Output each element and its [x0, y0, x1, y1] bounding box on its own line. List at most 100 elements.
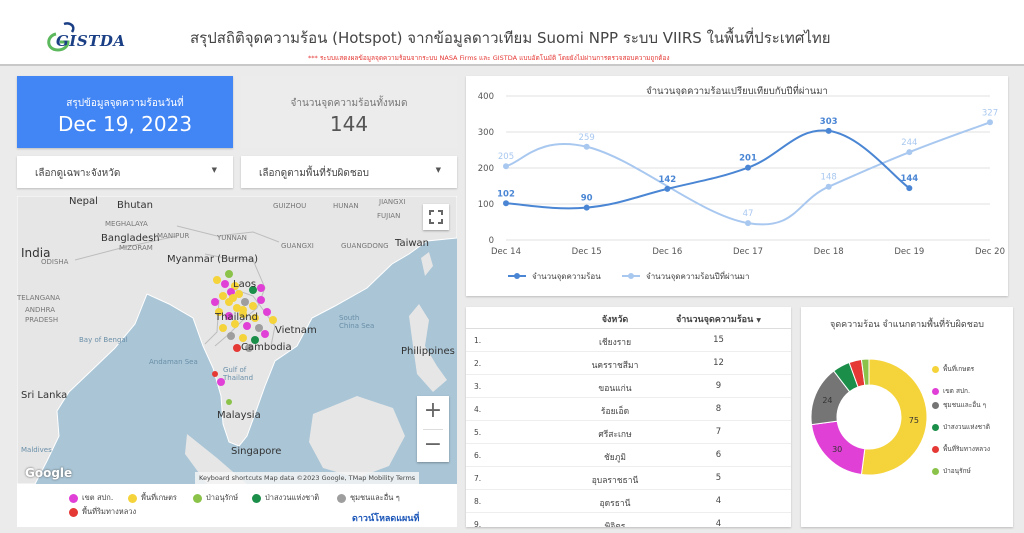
page-subtitle: *** ระบบแสดงผลข้อมูลจุดความร้อนจากระบบ N… — [308, 54, 670, 62]
series-point — [745, 164, 751, 171]
x-tick-label: Dec 19 — [894, 247, 924, 257]
map-label-pradesh: PRADESH — [25, 316, 59, 324]
legend-dot — [337, 493, 346, 503]
series-point — [906, 149, 913, 156]
table-row[interactable]: 9. พิจิตร 4 — [466, 513, 791, 527]
map-label-india: India — [21, 246, 51, 260]
column-header-province[interactable]: จังหวัด — [601, 315, 629, 325]
series-point — [825, 127, 832, 134]
donut-legend-item: พื้นที่เกษตร — [932, 365, 1002, 374]
map-label-myanmar: Myanmar (Burma) — [167, 254, 258, 265]
summary-date-card[interactable]: สรุปข้อมูลจุดความร้อนวันที่ Dec 19, 2023 — [17, 76, 233, 148]
legend-item: พื้นที่เกษตร — [128, 492, 177, 504]
line-chart-card: จำนวนจุดความร้อนเปรียบเทียบกับปีที่ผ่านม… — [466, 76, 1008, 296]
series-point — [825, 183, 832, 190]
row-count: 7 — [715, 427, 722, 437]
series-point — [906, 185, 913, 192]
legend-item: พื้นที่ริมทางหลวง — [69, 506, 136, 518]
legend-label: จำนวนจุดความร้อน — [532, 272, 601, 281]
table-row[interactable]: 3. ขอนแก่น 9 — [466, 375, 791, 398]
x-tick-label: Dec 14 — [491, 247, 521, 257]
series-point — [583, 143, 590, 150]
map-label-srilanka: Sri Lanka — [21, 390, 68, 401]
area-filter-dropdown[interactable]: เลือกดูตามพื้นที่รับผิดชอบ ▼ — [241, 156, 457, 188]
data-label: 259 — [579, 133, 595, 143]
map-label-taiwan: Taiwan — [395, 238, 430, 249]
map-label-philippines: Philippines — [401, 346, 455, 357]
legend-dot — [932, 468, 939, 475]
hotspot-points — [211, 270, 277, 405]
y-tick-label: 400 — [478, 92, 494, 102]
legend-marker — [628, 273, 634, 279]
chevron-down-icon: ▼ — [211, 166, 217, 174]
legend-dot — [932, 446, 939, 453]
legend-dot — [69, 507, 78, 517]
legend-label: พื้นที่เกษตร — [141, 493, 177, 502]
series-point — [503, 200, 509, 207]
data-label: 148 — [821, 173, 837, 183]
legend-marker — [514, 273, 520, 279]
map-label-yunnan: YUNNAN — [217, 234, 247, 242]
data-label: 47 — [743, 209, 754, 219]
row-index: 1. — [474, 336, 482, 345]
row-province: เชียงราย — [598, 338, 632, 348]
download-map-link[interactable]: ดาวน์โหลดแผนที่ — [352, 514, 420, 524]
table-row[interactable]: 1. เชียงราย 15 — [466, 329, 791, 352]
data-label: 201 — [739, 154, 757, 164]
legend-dot — [932, 388, 939, 395]
zoom-separator — [423, 429, 443, 430]
row-count: 4 — [715, 519, 722, 527]
table-row[interactable]: 4. ร้อยเอ็ด 8 — [466, 398, 791, 421]
donut-chart-card: จุดความร้อน จำแนกตามพื้นที่รับผิดชอบ 75 3… — [801, 307, 1013, 527]
hotspot-map[interactable]: Nepal Bhutan Bangladesh India Myanmar (B… — [17, 196, 457, 484]
chevron-down-icon: ▼ — [435, 166, 441, 174]
table-row[interactable]: 5. ศรีสะเกษ 7 — [466, 421, 791, 444]
map-base — [17, 196, 457, 484]
legend-label: พื้นที่เกษตร — [943, 365, 975, 373]
row-index: 3. — [474, 382, 482, 391]
row-count: 9 — [715, 381, 722, 391]
total-hotspot-card: จำนวนจุดความร้อนทั้งหมด 144 — [241, 76, 457, 148]
map-label-bay-of-bengal: Bay of Bengal — [79, 336, 128, 344]
zoom-in-button[interactable]: + — [423, 398, 443, 423]
line-chart-title: จำนวนจุดความร้อนเปรียบเทียบกับปีที่ผ่านม… — [646, 86, 828, 97]
legend-dot — [69, 493, 78, 503]
series-point — [503, 163, 509, 170]
legend-item: เขต สปก. — [69, 492, 113, 504]
data-label: 102 — [497, 189, 515, 199]
borneo — [309, 396, 405, 478]
legend-label: พื้นที่ริมทางหลวง — [82, 507, 137, 516]
slice-label: 24 — [822, 396, 832, 405]
donut-chart: 75 30 24 — [810, 358, 928, 476]
legend-item: ชุมชนและอื่น ๆ — [337, 492, 400, 504]
data-label: 144 — [900, 174, 918, 184]
fullscreen-button[interactable] — [423, 204, 449, 230]
zoom-out-button[interactable]: − — [423, 432, 443, 457]
table-row[interactable]: 2. นครราชสีมา 12 — [466, 352, 791, 375]
line-chart: 0 100 200 300 400 Dec 14 Dec 15 Dec 16 Dec 17 Dec… — [478, 92, 1005, 281]
row-province: ชัยภูมิ — [604, 453, 626, 463]
y-tick-label: 100 — [478, 200, 494, 210]
legend-label: ป่าอนุรักษ์ — [206, 493, 239, 502]
page-title: สรุปสถิติจุดความร้อน (Hotspot) จากข้อมูล… — [190, 29, 831, 47]
row-count: 8 — [715, 404, 722, 414]
data-label: 244 — [901, 138, 917, 148]
caret-down-icon: ▼ — [756, 317, 762, 324]
table-header: จังหวัด จำนวนจุดความร้อน ▼ — [466, 307, 791, 329]
legend-item: ป่าสงวนแห่งชาติ — [252, 492, 319, 504]
column-header-count[interactable]: จำนวนจุดความร้อน ▼ — [646, 312, 791, 326]
legend-item: ป่าอนุรักษ์ — [193, 492, 238, 504]
map-attribution[interactable]: Keyboard shortcuts Map data ©2023 Google… — [195, 472, 420, 484]
x-tick-label: Dec 18 — [814, 247, 844, 257]
row-index: 6. — [474, 451, 482, 460]
row-province: อุดรธานี — [599, 499, 631, 509]
summary-label: สรุปข้อมูลจุดความร้อนวันที่ — [66, 98, 184, 109]
table-row[interactable]: 6. ชัยภูมิ 6 — [466, 444, 791, 467]
legend-label: ชุมชนและอื่น ๆ — [350, 493, 400, 502]
table-row[interactable]: 7. อุบลราชธานี 5 — [466, 467, 791, 490]
province-filter-dropdown[interactable]: เลือกดูเฉพาะจังหวัด ▼ — [17, 156, 233, 188]
map-label-bhutan: Bhutan — [117, 200, 153, 211]
map-legend: เขต สปก. พื้นที่เกษตร ป่าอนุรักษ์ ป่าสงว… — [17, 484, 457, 527]
map-label-laos: Laos — [233, 279, 257, 290]
table-row[interactable]: 8. อุดรธานี 4 — [466, 490, 791, 513]
